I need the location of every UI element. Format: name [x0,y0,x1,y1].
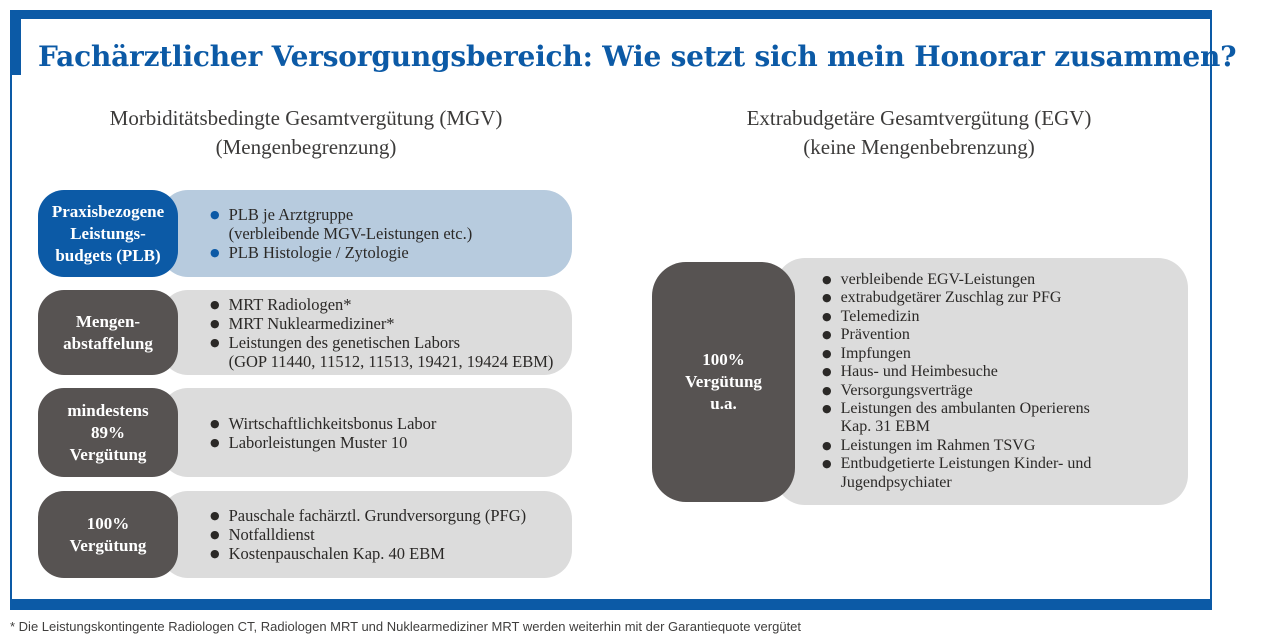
list-item-text: MRT Radiologen* [228,294,352,314]
mgv-row-mengenabstaffelung-content: ● MRT Radiologen* ● MRT Nuklearmediziner… [160,290,572,375]
bullet-icon: ● [822,328,832,342]
egv-header-line1: Extrabudgetäre Gesamtvergütung (EGV) [746,106,1092,130]
list-item-text: Laborleistungen Muster 10 [228,432,408,452]
bullet-icon: ● [822,309,832,323]
list-item: ● verbleibende EGV-Leistungen [822,271,1178,289]
bullet-icon: ● [210,528,220,541]
list-item-text: Pauschale fachärztl. Grundversorgung (PF… [228,506,527,525]
list-item-text: Impfungen [840,344,911,362]
list-item-text: Wirtschaftlichkeitsbonus Labor [228,413,437,433]
bullet-icon: ● [210,509,220,522]
bullet-icon: ● [822,365,832,379]
mgv-row-plb-label: Praxisbezogene Leistungs- budgets (PLB) [38,190,178,277]
bullet-icon: ● [822,291,832,305]
list-item: ● Leistungen im Rahmen TSVG [822,437,1178,455]
list-item: ● extrabudgetärer Zuschlag zur PFG [822,289,1178,307]
list-item: ● MRT Nuklearmediziner* [210,314,560,333]
list-item: ● MRT Radiologen* [210,295,560,314]
list-item-text: MRT Nuklearmediziner* [228,313,395,333]
list-item: ● Versorgungsverträge [822,382,1178,400]
footnote: * Die Leistungskontingente Radiologen CT… [10,619,802,634]
list-item-text: Kostenpauschalen Kap. 40 EBM [228,544,445,563]
list-item: ● PLB je Arztgruppe (verbleibende MGV-Le… [210,205,560,243]
list-item: ● Wirtschaftlichkeitsbonus Labor [210,414,560,433]
page-title: Fachärztlicher Versorgungsbereich: Wie s… [38,40,1237,73]
frame-top-bar [10,10,1212,19]
list-item-text: PLB je Arztgruppe (verbleibende MGV-Leis… [228,205,473,243]
bullet-icon: ● [210,547,220,560]
list-item-text: Telemedizin [840,307,920,325]
bullet-icon: ● [210,435,220,449]
list-item-text: Leistungen des ambulanten Operierens Kap… [840,399,1090,436]
list-item: ● Laborleistungen Muster 10 [210,433,560,452]
frame-corner-bar [10,10,21,75]
list-item-text: Notfalldienst [228,525,315,544]
mgv-header-line2: (Mengenbegrenzung) [215,135,397,159]
frame-bottom-bar [10,599,1212,610]
egv-label: 100% Vergütung u.a. [652,262,795,502]
bullet-icon: ● [822,273,832,287]
list-item: ● Entbudgetierte Leistungen Kinder- und … [822,455,1178,492]
list-item: ● Impfungen [822,345,1178,363]
mgv-row-mengenabstaffelung-label: Mengen- abstaffelung [38,290,178,375]
list-item: ● PLB Histologie / Zytologie [210,243,560,262]
bullet-icon: ● [822,346,832,360]
mgv-row-89-label: mindestens 89% Vergütung [38,388,178,477]
list-item: ● Leistungen des ambulanten Operierens K… [822,400,1178,437]
list-item-text: extrabudgetärer Zuschlag zur PFG [840,289,1062,307]
bullet-icon: ● [210,208,220,221]
list-item-text: Leistungen im Rahmen TSVG [840,436,1036,454]
egv-header-line2: (keine Mengenbebrenzung) [803,135,1035,159]
list-item: ● Kostenpauschalen Kap. 40 EBM [210,544,560,563]
bullet-icon: ● [822,438,832,452]
bullet-icon: ● [210,297,220,311]
bullet-icon: ● [822,457,832,471]
mgv-row-100-content: ● Pauschale fachärztl. Grundversorgung (… [160,491,572,578]
list-item: ● Notfalldienst [210,525,560,544]
bullet-icon: ● [822,383,832,397]
egv-content: ● verbleibende EGV-Leistungen ● extrabud… [775,258,1188,505]
mgv-header-line1: Morbiditätsbedingte Gesamtvergütung (MGV… [109,106,503,130]
list-item-text: Leistungen des genetischen Labors (GOP 1… [228,332,554,371]
list-item-text: Prävention [840,326,910,344]
list-item: ● Prävention [822,326,1178,344]
list-item-text: Versorgungsverträge [840,381,973,399]
list-item-text: Haus- und Heimbesuche [840,363,998,381]
egv-column-header: Extrabudgetäre Gesamtvergütung (EGV) (ke… [650,104,1188,162]
mgv-row-100-label: 100% Vergütung [38,491,178,578]
list-item-text: verbleibende EGV-Leistungen [840,271,1036,289]
list-item-text: Entbudgetierte Leistungen Kinder- und Ju… [840,455,1092,491]
bullet-icon: ● [210,416,220,430]
bullet-icon: ● [210,246,220,259]
list-item: ● Telemedizin [822,308,1178,326]
bullet-icon: ● [210,335,220,349]
bullet-icon: ● [210,316,220,330]
mgv-column-header: Morbiditätsbedingte Gesamtvergütung (MGV… [40,104,572,162]
mgv-row-89-content: ● Wirtschaftlichkeitsbonus Labor ● Labor… [160,388,572,477]
list-item: ● Haus- und Heimbesuche [822,363,1178,381]
list-item-text: PLB Histologie / Zytologie [228,243,409,262]
list-item: ● Leistungen des genetischen Labors (GOP… [210,333,560,371]
mgv-row-plb-content: ● PLB je Arztgruppe (verbleibende MGV-Le… [160,190,572,277]
bullet-icon: ● [822,401,832,415]
list-item: ● Pauschale fachärztl. Grundversorgung (… [210,506,560,525]
